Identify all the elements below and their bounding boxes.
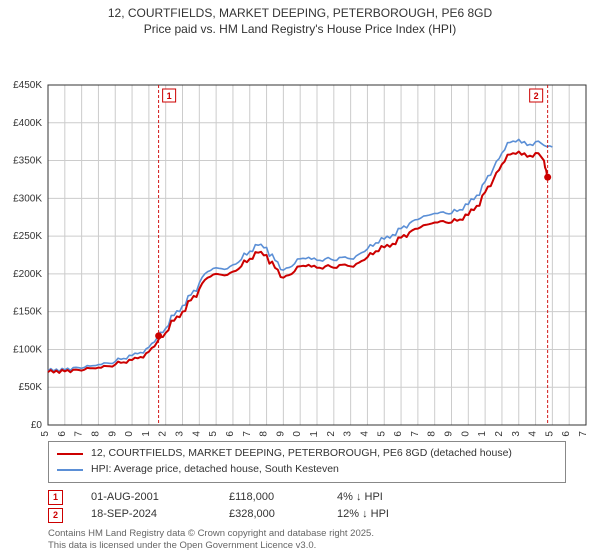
svg-text:2004: 2004 (191, 431, 202, 437)
svg-text:2020: 2020 (460, 431, 471, 437)
legend-label: 12, COURTFIELDS, MARKET DEEPING, PETERBO… (91, 446, 512, 462)
svg-text:1998: 1998 (90, 431, 101, 437)
svg-text:2008: 2008 (259, 431, 270, 437)
svg-text:1: 1 (167, 91, 172, 101)
svg-text:£450K: £450K (13, 80, 42, 91)
marker-date: 01-AUG-2001 (91, 489, 201, 507)
footer-line-2: This data is licensed under the Open Gov… (48, 540, 566, 552)
svg-text:2007: 2007 (242, 431, 253, 437)
marker-row: 2 18-SEP-2024 £328,000 12% ↓ HPI (48, 506, 566, 524)
svg-text:2018: 2018 (427, 431, 438, 437)
title-line-1: 12, COURTFIELDS, MARKET DEEPING, PETERBO… (0, 6, 600, 22)
svg-text:1999: 1999 (107, 431, 118, 437)
svg-text:2022: 2022 (494, 431, 505, 437)
svg-text:2017: 2017 (410, 431, 421, 437)
marker-badge: 1 (48, 490, 63, 505)
svg-text:2016: 2016 (393, 431, 404, 437)
svg-text:2001: 2001 (141, 431, 152, 437)
marker-price: £328,000 (229, 506, 309, 524)
marker-date: 18-SEP-2024 (91, 506, 201, 524)
svg-text:2009: 2009 (275, 431, 286, 437)
marker-table: 1 01-AUG-2001 £118,000 4% ↓ HPI 2 18-SEP… (48, 489, 566, 524)
svg-text:2: 2 (534, 91, 539, 101)
svg-text:2012: 2012 (326, 431, 337, 437)
marker-delta: 4% ↓ HPI (337, 489, 383, 507)
svg-text:1996: 1996 (57, 431, 68, 437)
svg-text:£150K: £150K (13, 307, 42, 318)
footer-attribution: Contains HM Land Registry data © Crown c… (48, 528, 566, 553)
marker-row: 1 01-AUG-2001 £118,000 4% ↓ HPI (48, 489, 566, 507)
svg-text:1997: 1997 (74, 431, 85, 437)
footer-line-1: Contains HM Land Registry data © Crown c… (48, 528, 566, 540)
svg-text:£50K: £50K (19, 382, 43, 393)
title-line-2: Price paid vs. HM Land Registry's House … (0, 22, 600, 38)
svg-text:2010: 2010 (292, 431, 303, 437)
marker-delta: 12% ↓ HPI (337, 506, 389, 524)
svg-text:£100K: £100K (13, 345, 42, 356)
legend: 12, COURTFIELDS, MARKET DEEPING, PETERBO… (48, 441, 566, 483)
svg-text:£350K: £350K (13, 156, 42, 167)
svg-text:2026: 2026 (561, 431, 572, 437)
legend-label: HPI: Average price, detached house, Sout… (91, 462, 339, 478)
legend-item-price-paid: 12, COURTFIELDS, MARKET DEEPING, PETERBO… (57, 446, 557, 462)
marker-badge: 2 (48, 508, 63, 523)
svg-text:£250K: £250K (13, 231, 42, 242)
chart-area: £0 £50K £100K £150K £200K £250K £300K £350K £400… (0, 37, 600, 437)
svg-text:2025: 2025 (544, 431, 555, 437)
svg-text:£300K: £300K (13, 194, 42, 205)
svg-text:2003: 2003 (175, 431, 186, 437)
legend-swatch (57, 469, 83, 471)
svg-text:2023: 2023 (511, 431, 522, 437)
svg-text:2027: 2027 (578, 431, 589, 437)
svg-text:2019: 2019 (444, 431, 455, 437)
svg-text:£0: £0 (31, 420, 43, 431)
svg-text:1995: 1995 (40, 431, 51, 437)
line-chart: £0 £50K £100K £150K £200K £250K £300K £350K £400… (0, 37, 600, 437)
legend-item-hpi: HPI: Average price, detached house, Sout… (57, 462, 557, 478)
svg-text:2002: 2002 (158, 431, 169, 437)
chart-title: 12, COURTFIELDS, MARKET DEEPING, PETERBO… (0, 0, 600, 37)
svg-text:2005: 2005 (208, 431, 219, 437)
svg-text:2015: 2015 (376, 431, 387, 437)
svg-text:2011: 2011 (309, 431, 320, 437)
legend-swatch (57, 453, 83, 455)
svg-text:2014: 2014 (359, 431, 370, 437)
marker-price: £118,000 (229, 489, 309, 507)
svg-text:2024: 2024 (528, 431, 539, 437)
svg-text:2000: 2000 (124, 431, 135, 437)
svg-text:2021: 2021 (477, 431, 488, 437)
svg-text:2006: 2006 (225, 431, 236, 437)
svg-text:2013: 2013 (343, 431, 354, 437)
svg-text:£200K: £200K (13, 269, 42, 280)
svg-text:£400K: £400K (13, 118, 42, 129)
